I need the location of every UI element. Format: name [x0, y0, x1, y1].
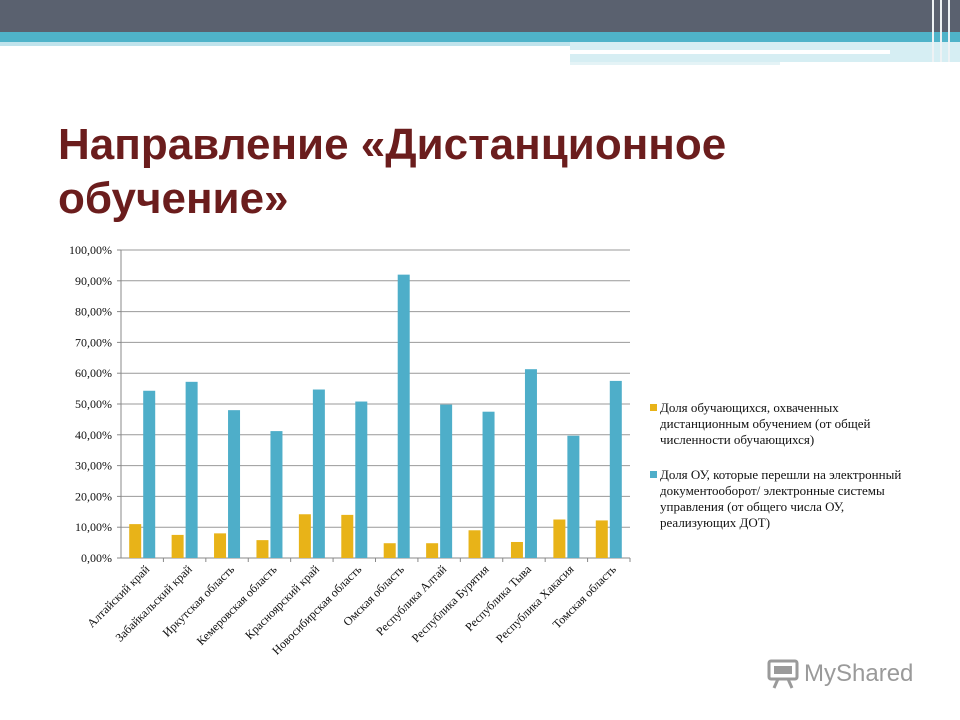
- decorative-line: [948, 0, 950, 62]
- bar-series-1: [510, 541, 523, 558]
- bar-series-1: [298, 514, 311, 558]
- bar-series-2: [609, 380, 622, 558]
- legend-swatch-series-1: [650, 404, 657, 411]
- projector-icon: [767, 659, 799, 689]
- x-tick-label: Забайкальский край: [113, 562, 196, 645]
- accent-stripe: [0, 32, 960, 42]
- accent-stripe-light: [0, 42, 570, 46]
- bar-series-2: [185, 381, 198, 558]
- bar-series-2: [355, 401, 368, 558]
- legend-item-series-1: Доля обучающихся, охваченных дистанционн…: [650, 400, 910, 448]
- bar-series-2: [440, 404, 453, 558]
- x-tick-label: Красноярский край: [242, 562, 322, 642]
- y-tick-label: 80,00%: [75, 305, 112, 319]
- bar-series-1: [171, 534, 184, 558]
- legend-label-series-1: Доля обучающихся, охваченных дистанционн…: [660, 400, 871, 447]
- y-tick-label: 10,00%: [75, 520, 112, 534]
- bar-series-2: [312, 389, 325, 558]
- legend-label-series-2: Доля ОУ, которые перешли на электронный …: [660, 467, 902, 530]
- watermark-text: MyShared: [804, 660, 914, 687]
- x-tick-label: Республика Хакасия: [493, 562, 577, 646]
- slide-title-line-2: обучение»: [58, 174, 289, 223]
- bar-series-2: [143, 390, 156, 558]
- slide-title: Направление «Дистанционное обучение»: [58, 118, 838, 226]
- bar-series-2: [228, 410, 241, 558]
- bar-series-2: [524, 369, 537, 558]
- y-tick-label: 20,00%: [75, 489, 112, 503]
- y-tick-label: 90,00%: [75, 274, 112, 288]
- y-tick-label: 0,00%: [81, 551, 112, 565]
- x-tick-label: Республика Бурятия: [409, 562, 492, 645]
- bar-series-2: [482, 411, 495, 558]
- watermark: MyShared: [766, 654, 913, 694]
- y-tick-label: 100,00%: [69, 243, 112, 257]
- bar-series-1: [426, 543, 439, 558]
- bar-series-1: [129, 524, 142, 558]
- top-bar: [0, 0, 960, 32]
- y-tick-label: 50,00%: [75, 397, 112, 411]
- bar-series-2: [567, 435, 580, 558]
- accent-stripe-light: [570, 62, 780, 65]
- bar-series-1: [595, 520, 608, 558]
- slide-title-line-1: Направление «Дистанционное: [58, 120, 727, 169]
- legend-swatch-series-2: [650, 471, 657, 478]
- bar-series-2: [397, 274, 410, 558]
- bar-series-1: [468, 530, 481, 558]
- accent-stripe-gap: [570, 50, 890, 54]
- bar-series-1: [341, 514, 354, 558]
- y-tick-label: 40,00%: [75, 428, 112, 442]
- bar-series-2: [270, 431, 283, 558]
- y-tick-label: 30,00%: [75, 459, 112, 473]
- bar-series-1: [383, 543, 396, 558]
- x-tick-label: Иркутская область: [160, 562, 238, 640]
- y-tick-label: 70,00%: [75, 335, 112, 349]
- y-tick-label: 60,00%: [75, 366, 112, 380]
- x-tick-label: Кемеровская область: [194, 562, 280, 648]
- bar-series-1: [553, 519, 566, 558]
- decorative-line: [932, 0, 934, 62]
- legend-item-series-2: Доля ОУ, которые перешли на электронный …: [650, 467, 910, 531]
- bar-series-1: [256, 540, 269, 558]
- bar-series-1: [214, 533, 227, 558]
- decorative-line: [940, 0, 942, 62]
